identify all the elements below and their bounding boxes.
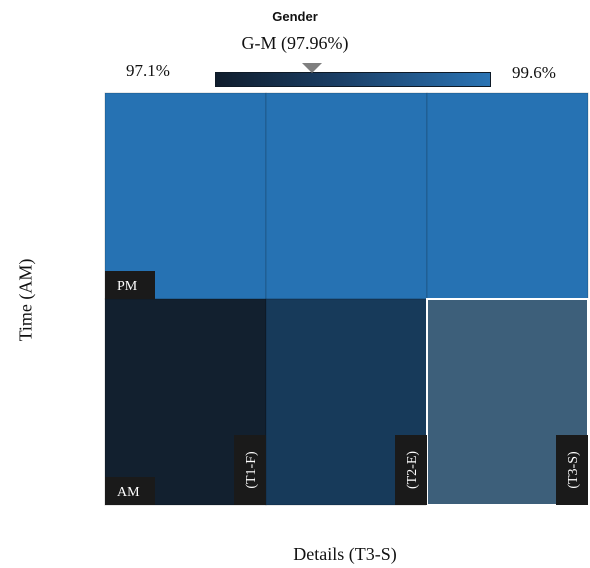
- row-label-am: AM: [105, 477, 155, 505]
- legend-selected-value: G-M (97.96%): [241, 33, 349, 53]
- legend-marker-icon[interactable]: [302, 63, 322, 73]
- svg-text:(T3-S): (T3-S): [566, 451, 581, 489]
- heatmap-cell-pm-3[interactable]: [426, 92, 589, 300]
- legend-max-label: 99.6%: [512, 63, 556, 82]
- legend-title: Gender: [272, 9, 318, 24]
- svg-text:(T2-E): (T2-E): [405, 451, 420, 489]
- column-label-2: (T2-E): [395, 435, 427, 505]
- row-label-pm: PM: [105, 271, 155, 299]
- column-label-1: (T1-F): [234, 435, 266, 505]
- color-scale-bar: [215, 72, 491, 87]
- column-label-3: (T3-S): [556, 435, 588, 505]
- heatmap-cell-pm-1[interactable]: [104, 92, 267, 300]
- x-axis-label: Details (T3-S): [293, 544, 397, 564]
- svg-text:PM: PM: [117, 279, 138, 294]
- svg-text:(T1-F): (T1-F): [244, 451, 259, 489]
- heatmap-cell-pm-2[interactable]: [265, 92, 428, 300]
- svg-text:AM: AM: [117, 485, 140, 500]
- legend-min-label: 97.1%: [126, 61, 170, 80]
